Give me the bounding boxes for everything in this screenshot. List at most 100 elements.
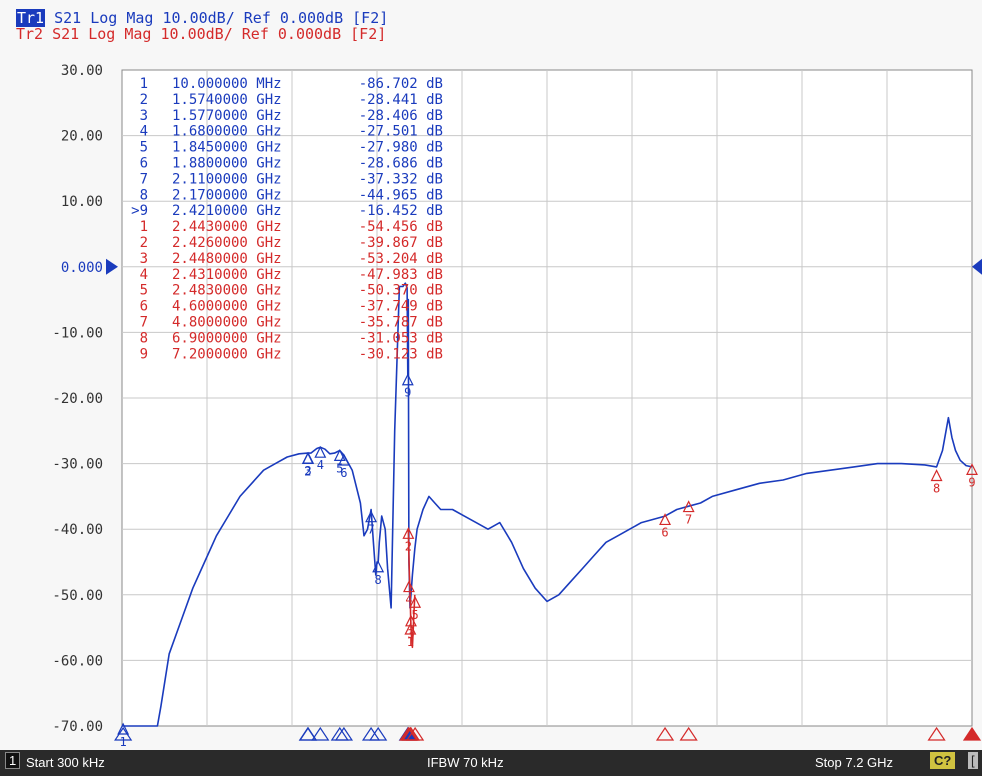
marker-table-value: -37.332 dB — [359, 171, 443, 187]
stimulus-indicator-tr2 — [405, 726, 425, 741]
marker-table-stimulus: 2.4210000 GHz — [172, 203, 282, 219]
marker-table-value: -28.406 dB — [359, 108, 443, 124]
y-tick-label: -30.00 — [52, 457, 103, 473]
marker-table-id: 3 — [140, 251, 148, 267]
marker-id-label-tr2: 3 — [407, 627, 414, 641]
trace1-header[interactable]: Tr1 S21 Log Mag 10.00dB/ Ref 0.000dB [F2… — [16, 9, 389, 27]
marker-table-id: >9 — [131, 203, 148, 219]
trace1-header-text: S21 Log Mag 10.00dB/ Ref 0.000dB [F2] — [45, 9, 389, 27]
start-frequency[interactable]: Start 300 kHz — [26, 755, 105, 770]
marker-triangle-tr1 — [314, 445, 327, 458]
marker-table-id: 6 — [140, 156, 148, 172]
status-extra-button[interactable]: [ — [968, 752, 978, 769]
status-bar: 1 Start 300 kHz IFBW 70 kHz Stop 7.2 GHz… — [0, 750, 982, 776]
marker-table-id: 5 — [140, 283, 148, 299]
marker-table-id: 8 — [140, 330, 148, 346]
stop-frequency[interactable]: Stop 7.2 GHz — [815, 755, 894, 770]
y-tick-label: -10.00 — [52, 325, 103, 341]
marker-table-value: -53.204 dB — [359, 251, 443, 267]
trace1-active-tag[interactable]: Tr1 — [16, 9, 46, 27]
stimulus-indicator-tr1 — [114, 726, 133, 741]
marker-table-value: -16.452 dB — [359, 203, 443, 219]
y-tick-label: -50.00 — [52, 588, 103, 604]
marker-id-label-tr1: 7 — [367, 523, 374, 537]
marker-triangle-tr2 — [402, 526, 415, 539]
marker-triangle-tr1 — [333, 449, 346, 461]
marker-triangle-tr2 — [409, 595, 422, 608]
ifbw-setting[interactable]: IFBW 70 kHz — [427, 755, 504, 770]
ref-level-arrow-right — [972, 258, 982, 275]
marker-table-id: 8 — [140, 187, 148, 203]
marker-triangle-tr2 — [402, 580, 415, 593]
marker-table-stimulus: 2.1100000 GHz — [172, 171, 282, 187]
marker-triangle-tr1 — [117, 722, 130, 735]
reference-indicators — [106, 258, 982, 275]
marker-table-value: -47.983 dB — [359, 267, 443, 283]
marker-table-id: 9 — [140, 346, 148, 362]
stimulus-indicator-tr1 — [311, 726, 330, 741]
marker-id-label-tr2: 7 — [685, 513, 692, 527]
stimulus-indicator-tr2 — [655, 726, 675, 741]
marker-triangle-tr1 — [401, 373, 414, 386]
y-tick-label: -70.00 — [52, 719, 103, 735]
marker-table-stimulus: 2.4310000 GHz — [172, 267, 282, 283]
marker-id-label-tr1: 5 — [336, 461, 343, 475]
y-tick-label: -20.00 — [52, 391, 103, 407]
stimulus-indicator-tr2 — [679, 726, 698, 741]
marker-triangle-tr2 — [930, 469, 943, 482]
marker-table-value: -27.501 dB — [359, 124, 443, 140]
y-tick-label: 0.000 — [61, 260, 103, 276]
marker-table-stimulus: 7.2000000 GHz — [172, 346, 282, 362]
marker-table-id: 2 — [140, 235, 148, 251]
marker-id-label-tr2: 2 — [405, 539, 412, 553]
marker-table-value: -50.370 dB — [359, 283, 443, 299]
marker-table: 1 10.000000 MHz -86.702 dB 2 1.5740000 GHz -2… — [131, 76, 443, 362]
marker-table-stimulus: 10.000000 MHz — [172, 76, 282, 92]
marker-table-id: 1 — [140, 76, 148, 92]
channel-number[interactable]: 1 — [5, 752, 21, 769]
marker-table-stimulus: 2.1700000 GHz — [172, 187, 282, 203]
marker-table-id: 4 — [140, 124, 148, 140]
marker-triangle-tr1 — [302, 451, 315, 464]
plot-area: 30.00 20.00 10.00 0.000 -10.00 -20.00 -30.00 -4… — [52, 63, 982, 749]
stimulus-indicator-tr1 — [334, 726, 354, 741]
marker-table-stimulus: 4.6000000 GHz — [172, 299, 282, 315]
y-tick-label: 10.00 — [61, 194, 103, 210]
marker-id-label-tr2: 8 — [933, 482, 940, 496]
ref-level-arrow-left — [106, 258, 118, 275]
marker-table-value: -30.123 dB — [359, 346, 443, 362]
marker-table-id: 7 — [140, 315, 148, 331]
marker-table-stimulus: 1.8800000 GHz — [172, 156, 282, 172]
calibration-status-button[interactable]: C? — [930, 752, 956, 769]
marker-table-stimulus: 4.8000000 GHz — [172, 315, 282, 331]
marker-table-stimulus: 1.5770000 GHz — [172, 108, 282, 124]
marker-stimulus-indicators — [114, 726, 982, 741]
marker-table-value: -28.686 dB — [359, 156, 443, 172]
marker-triangle-tr1 — [372, 560, 385, 573]
marker-table-stimulus: 1.8450000 GHz — [172, 140, 282, 156]
marker-id-label-tr1: 2 — [304, 464, 311, 478]
marker-triangle-tr2 — [404, 622, 417, 635]
marker-id-label-tr2: 4 — [405, 593, 412, 607]
grid — [122, 70, 972, 726]
marker-triangle-tr2 — [405, 614, 417, 627]
trace2-header[interactable]: Tr2 S21 Log Mag 10.00dB/ Ref 0.000dB [F2… — [16, 25, 387, 43]
marker-table-stimulus: 1.6800000 GHz — [172, 124, 282, 140]
y-tick-label: -60.00 — [52, 653, 103, 669]
marker-table-value: -54.456 dB — [359, 219, 443, 235]
marker-id-label-tr2: 5 — [411, 608, 418, 622]
marker-table-id: 5 — [140, 140, 148, 156]
marker-table-value: -35.787 dB — [359, 315, 443, 331]
stimulus-indicator-tr2 — [927, 726, 946, 741]
y-tick-label: 30.00 — [61, 63, 103, 79]
marker-triangle-tr1 — [337, 453, 350, 466]
marker-table-stimulus: 2.4430000 GHz — [172, 219, 282, 235]
marker-id-label-tr1: 8 — [375, 573, 382, 587]
marker-table-id: 3 — [140, 108, 148, 124]
marker-id-label-tr1: 1 — [120, 735, 127, 749]
marker-table-value: -44.965 dB — [359, 187, 443, 203]
marker-table-id: 1 — [140, 219, 148, 235]
marker-table-id: 6 — [140, 299, 148, 315]
stimulus-indicator-tr1 — [369, 726, 388, 741]
